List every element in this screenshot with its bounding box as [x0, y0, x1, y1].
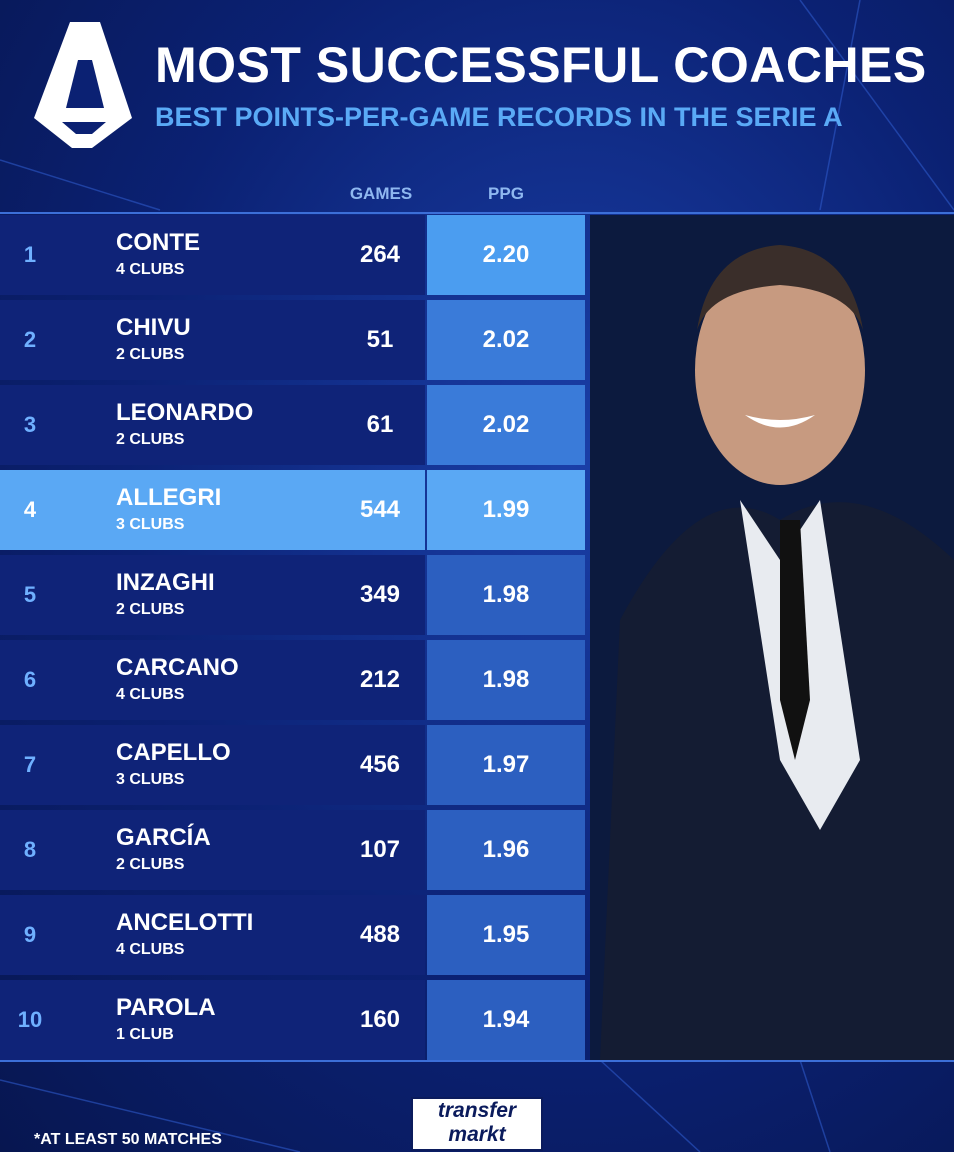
- table-row: 6 CARCANO 4 CLUBS 212 1.98: [0, 640, 586, 720]
- ppg-cell: [427, 215, 585, 295]
- logo-text: transfer: [437, 1099, 517, 1122]
- coach-name: GARCÍA: [116, 824, 211, 851]
- footnote: *AT LEAST 50 MATCHES: [34, 1131, 222, 1148]
- coach-name: ANCELOTTI: [116, 909, 254, 936]
- row-background: [0, 470, 425, 550]
- clubs: 3 CLUBS: [116, 516, 185, 533]
- ppg-cell: [427, 385, 585, 465]
- row-background: [0, 215, 425, 295]
- rank: 9: [23, 922, 37, 947]
- table-row: 10 PAROLA 1 CLUB 160 1.94: [0, 980, 586, 1060]
- ppg-cell: [427, 895, 585, 975]
- row-background: [0, 725, 425, 805]
- serie-a-logo: [34, 22, 132, 148]
- table-row: 8 GARCÍA 2 CLUBS 107 1.96: [0, 810, 586, 890]
- coach-photo: [590, 215, 954, 1061]
- subtitle: BEST POINTS-PER-GAME RECORDS IN THE SERI…: [155, 102, 843, 132]
- ppg-cell: [427, 810, 585, 890]
- row-background: [0, 640, 425, 720]
- coach-name: CAPELLO: [116, 739, 231, 766]
- clubs: 3 CLUBS: [116, 771, 185, 788]
- table-row: 3 LEONARDO 2 CLUBS 61 2.02: [0, 385, 586, 465]
- coach-name: CONTE: [116, 229, 200, 256]
- games: 488: [359, 921, 401, 948]
- clubs: 4 CLUBS: [116, 941, 185, 958]
- rank: 6: [23, 667, 37, 692]
- games: 160: [359, 1006, 401, 1033]
- games: 107: [359, 836, 401, 863]
- row-background: [0, 385, 425, 465]
- games: 51: [366, 326, 394, 353]
- coach-name: INZAGHI: [116, 569, 215, 596]
- row-background: [0, 300, 425, 380]
- coach-name: CHIVU: [116, 314, 191, 341]
- row-background: [0, 980, 425, 1060]
- clubs: 2 CLUBS: [116, 346, 185, 363]
- row-background: [0, 810, 425, 890]
- table-row: 5 INZAGHI 2 CLUBS 349 1.98: [0, 555, 586, 635]
- table-row: 2 CHIVU 2 CLUBS 51 2.02: [0, 300, 586, 380]
- ppg: 1.94: [482, 1006, 530, 1033]
- coach-name: ALLEGRI: [116, 484, 222, 511]
- clubs: 2 CLUBS: [116, 431, 185, 448]
- ppg: 2.20: [482, 241, 530, 268]
- clubs: 2 CLUBS: [116, 856, 185, 873]
- games: 456: [359, 751, 401, 778]
- games: 61: [366, 411, 394, 438]
- transfermarkt-logo: transfer markt: [411, 1097, 543, 1151]
- title: MOST SUCCESSFUL COACHES: [155, 37, 927, 93]
- ppg-cell: [427, 725, 585, 805]
- coach-name: PAROLA: [116, 994, 216, 1021]
- clubs: 4 CLUBS: [116, 261, 185, 278]
- column-header: PPG: [488, 184, 524, 203]
- rank: 3: [23, 412, 37, 437]
- ppg: 1.95: [482, 921, 530, 948]
- ppg: 1.99: [482, 496, 530, 523]
- clubs: 1 CLUB: [116, 1026, 174, 1043]
- games: 349: [359, 581, 401, 608]
- ppg: 2.02: [482, 411, 530, 438]
- rank: 8: [23, 837, 37, 862]
- ppg: 1.97: [482, 751, 530, 778]
- table-row: 7 CAPELLO 3 CLUBS 456 1.97: [0, 725, 586, 805]
- rank: 2: [23, 327, 37, 352]
- table-row: 1 CONTE 4 CLUBS 264 2.20: [0, 215, 586, 295]
- rank: 4: [23, 497, 37, 522]
- coach-name: LEONARDO: [116, 399, 254, 426]
- logo-text: markt: [448, 1123, 506, 1146]
- row-background: [0, 895, 425, 975]
- rank: 1: [23, 242, 37, 267]
- coach-name: CARCANO: [116, 654, 239, 681]
- rank: 5: [23, 582, 37, 607]
- ppg-cell: [427, 470, 585, 550]
- column-header: GAMES: [349, 184, 413, 203]
- rank: 7: [23, 752, 37, 777]
- ppg: 1.98: [482, 581, 530, 608]
- games: 544: [359, 496, 401, 523]
- table-row: 9 ANCELOTTI 4 CLUBS 488 1.95: [0, 895, 586, 975]
- clubs: 4 CLUBS: [116, 686, 185, 703]
- rank: 10: [17, 1007, 43, 1032]
- ppg: 1.96: [482, 836, 530, 863]
- ppg-cell: [427, 980, 585, 1060]
- games: 212: [359, 666, 401, 693]
- games: 264: [359, 241, 401, 268]
- ppg: 2.02: [482, 326, 530, 353]
- ppg-cell: [427, 555, 585, 635]
- ppg-cell: [427, 300, 585, 380]
- table-row: 4 ALLEGRI 3 CLUBS 544 1.99: [0, 470, 586, 550]
- row-background: [0, 555, 425, 635]
- ppg: 1.98: [482, 666, 530, 693]
- clubs: 2 CLUBS: [116, 601, 185, 618]
- ppg-cell: [427, 640, 585, 720]
